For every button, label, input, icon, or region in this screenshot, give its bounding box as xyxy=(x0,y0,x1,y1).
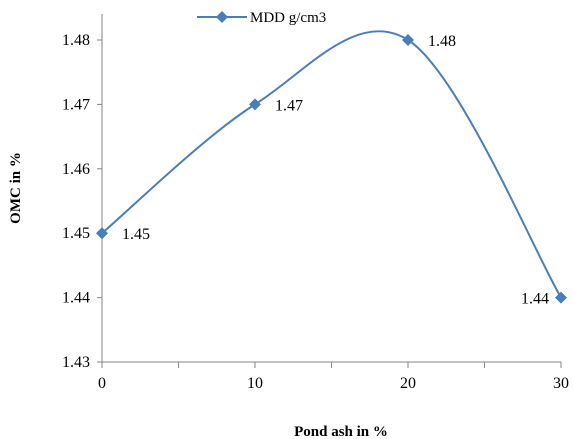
x-tick-label: 10 xyxy=(247,375,263,392)
axes xyxy=(101,14,561,363)
data-point-marker xyxy=(402,34,414,46)
x-tick-label: 0 xyxy=(98,375,106,392)
legend: MDD g/cm3 xyxy=(197,10,326,26)
data-point-marker xyxy=(249,98,261,111)
y-tick-label: 1.44 xyxy=(62,290,90,307)
legend-label: MDD g/cm3 xyxy=(250,10,326,26)
y-tick-label: 1.43 xyxy=(62,354,90,371)
y-tick-label: 1.46 xyxy=(62,161,90,178)
y-axis-title: OMC in % xyxy=(8,152,24,224)
data-label: 1.44 xyxy=(521,291,549,308)
y-ticks: 1.43 1.44 1.45 1.46 1.47 1.48 xyxy=(62,32,102,371)
x-ticks: 0 10 20 30 xyxy=(98,362,569,392)
data-label: 1.47 xyxy=(275,97,303,114)
data-label: 1.48 xyxy=(428,33,456,50)
legend-marker xyxy=(216,11,228,23)
series-line xyxy=(101,30,562,299)
y-tick-label: 1.47 xyxy=(62,96,90,113)
series: 1.45 1.47 1.48 1.44 xyxy=(96,30,567,308)
x-tick-label: 30 xyxy=(553,375,569,392)
data-point-marker xyxy=(96,227,108,240)
y-tick-label: 1.48 xyxy=(62,32,90,49)
y-tick-label: 1.45 xyxy=(62,225,90,242)
data-label: 1.45 xyxy=(122,226,150,243)
x-tick-label: 20 xyxy=(400,375,416,392)
data-point-marker xyxy=(555,291,567,304)
x-axis-title: Pond ash in % xyxy=(294,424,388,439)
